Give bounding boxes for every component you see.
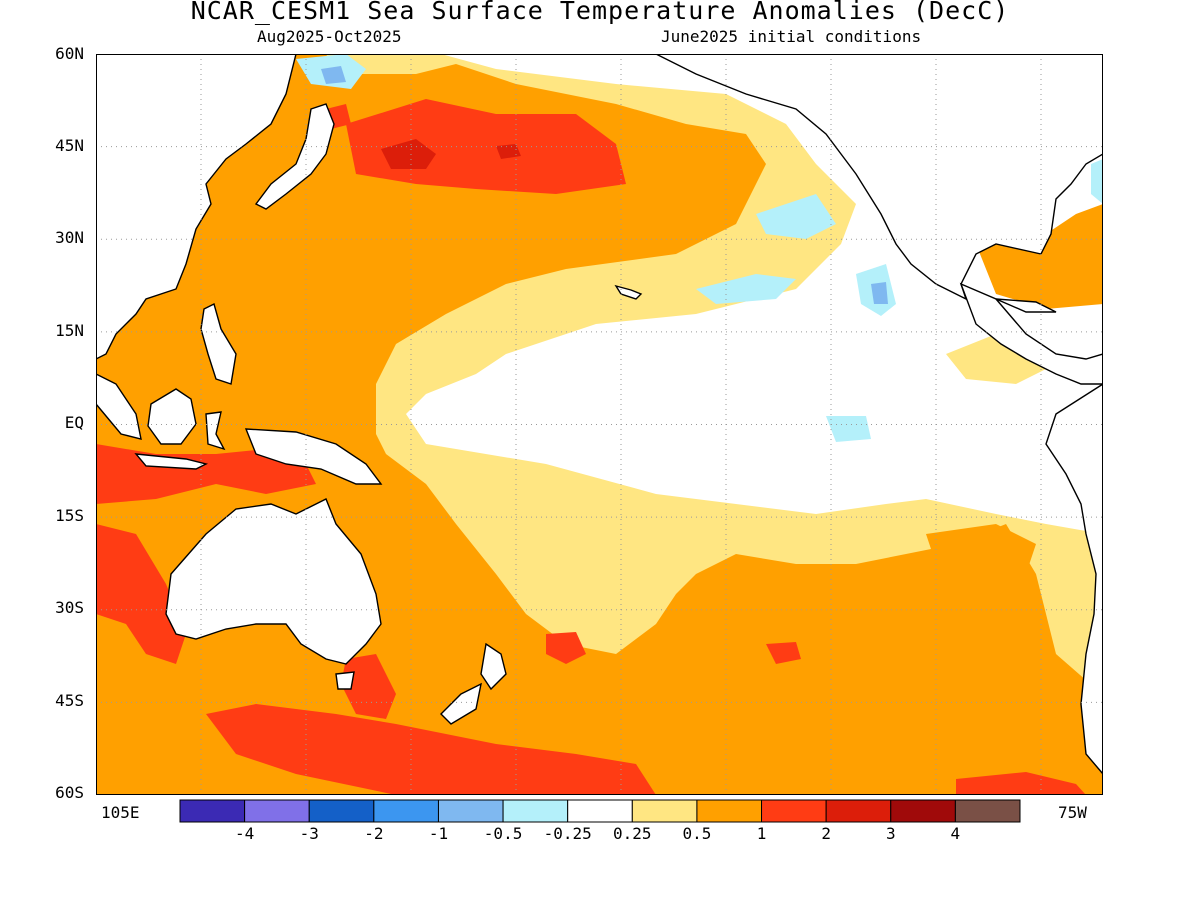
colorbar-swatch — [631, 799, 698, 823]
anomaly-region-weak-cool — [756, 194, 836, 239]
new-zealand-south — [440, 682, 482, 725]
colorbar-swatch — [954, 799, 1021, 823]
anomaly-region-weak-cool — [826, 416, 871, 442]
lat-label-60s: 60S — [55, 783, 84, 802]
colorbar-tick-label: -0.5 — [483, 824, 523, 843]
lat-label-30n: 30N — [55, 228, 84, 247]
lat-label-15s: 15S — [55, 506, 84, 525]
colorbar-tick-label: 3 — [885, 824, 896, 843]
lat-label-45n: 45N — [55, 136, 84, 155]
sulawesi — [205, 411, 226, 451]
cuba — [995, 298, 1057, 313]
java — [134, 453, 209, 470]
colorbar-swatch — [890, 799, 956, 823]
map-frame — [96, 54, 1103, 795]
lat-label-30s: 30S — [55, 598, 84, 617]
colorbar-tick-label: -1 — [428, 824, 449, 843]
new-zealand-north — [480, 642, 507, 691]
anomaly-region-strong-warm — [956, 772, 1086, 795]
colorbar-swatch — [244, 799, 310, 823]
australia — [165, 498, 382, 665]
anomaly-region-moderate-warm — [926, 524, 1036, 579]
land-masses — [96, 54, 1103, 776]
colorbar — [179, 799, 1021, 823]
borneo — [147, 388, 197, 445]
colorbar-swatch — [373, 799, 439, 823]
south-america — [1045, 383, 1103, 776]
philippines — [200, 302, 237, 385]
anomaly-region-moderate-cool — [321, 66, 346, 84]
anomaly-region-very-strong-warm — [381, 139, 436, 169]
anomaly-region-strong-warm — [206, 704, 656, 795]
colorbar-swatch — [825, 799, 892, 823]
lon-label-left: 105E — [101, 803, 140, 822]
lat-lon-grid — [96, 54, 1103, 795]
colorbar-tick-label: 0.5 — [682, 824, 712, 843]
anomaly-region-very-strong-warm — [496, 144, 521, 159]
colorbar-swatch — [179, 799, 246, 823]
anomaly-region-moderate-cool — [871, 282, 888, 304]
hawaii — [614, 284, 643, 300]
central-america — [959, 282, 1103, 385]
anomaly-region-weak-cool — [696, 274, 796, 304]
anomaly-region-strong-warm — [96, 524, 186, 664]
colorbar-tick-label: 0.25 — [613, 824, 652, 843]
lat-label-eq: EQ — [64, 413, 84, 432]
tasmania — [335, 671, 355, 690]
japan — [254, 103, 335, 210]
colorbar-tick-label: -3 — [299, 824, 319, 843]
colorbar-swatch — [567, 799, 633, 823]
new-guinea — [244, 428, 383, 485]
asia-coast — [96, 54, 297, 360]
colorbar-tick-label: -2 — [364, 824, 384, 843]
map-title: NCAR_CESM1 Sea Surface Temperature Anoma… — [190, 0, 1010, 25]
colorbar-swatch — [761, 799, 827, 823]
colorbar-tick-label: 4 — [950, 824, 961, 843]
anomaly-region-strong-warm — [766, 642, 801, 664]
lat-label-15n: 15N — [55, 321, 84, 340]
colorbar-swatch — [308, 799, 375, 823]
colorbar-tick-label: 1 — [756, 824, 767, 843]
anomaly-region-strong-warm — [341, 654, 396, 719]
anomaly-region-strong-warm — [546, 632, 586, 664]
lat-label-60n: 60N — [55, 44, 84, 63]
colorbar-tick-label: -0.25 — [543, 824, 592, 843]
anomaly-region-moderate-warm — [976, 204, 1103, 309]
colorbar-swatch — [696, 799, 763, 823]
lat-label-45s: 45S — [55, 691, 84, 710]
lon-label-right: 75W — [1058, 803, 1087, 822]
forecast-period: Aug2025-Oct2025 — [257, 27, 402, 46]
sumatra — [96, 373, 142, 440]
anomaly-region-weak-cool — [1091, 159, 1103, 204]
colorbar-tick-label: -4 — [234, 824, 255, 843]
colorbar-swatch — [502, 799, 569, 823]
colorbar-swatch — [437, 799, 504, 823]
sst-anomaly-map — [96, 54, 1103, 795]
initial-conditions: June2025 initial conditions — [661, 27, 922, 46]
colorbar-tick-label: 2 — [821, 824, 831, 843]
